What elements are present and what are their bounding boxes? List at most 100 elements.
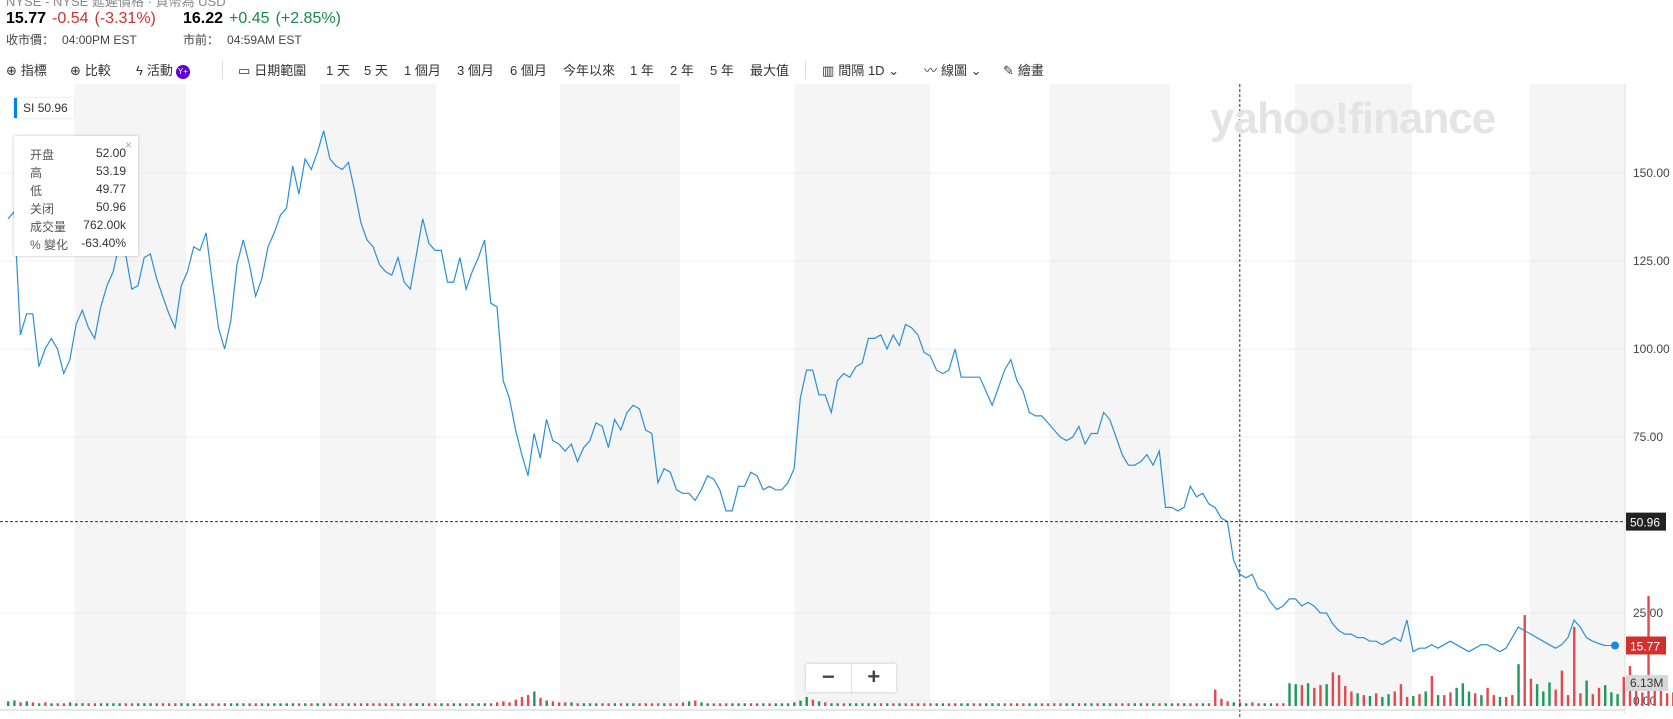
tooltip-value: 52.00: [95, 146, 126, 160]
range-6m[interactable]: 6 個月: [510, 63, 547, 78]
volume-bar: [1424, 691, 1427, 706]
volume-bar: [440, 703, 443, 706]
volume-bar: [842, 703, 846, 706]
symbol-tag[interactable]: SI 50.96: [14, 98, 74, 118]
volume-bar: [910, 703, 914, 706]
zoom-out-button[interactable]: −: [806, 664, 852, 692]
volume-bar: [1486, 687, 1489, 706]
volume-bar: [576, 703, 579, 706]
volume-bar: [1263, 703, 1266, 706]
volume-bar: [1604, 685, 1607, 706]
volume-bar: [1665, 693, 1669, 706]
volume-bar: [279, 703, 282, 706]
volume-bar: [1430, 676, 1434, 706]
volume-bar: [923, 703, 926, 706]
volume-bar: [663, 703, 666, 706]
volume-bar: [198, 703, 202, 706]
volume-bar: [582, 703, 586, 706]
volume-bar: [347, 703, 350, 706]
volume-bar: [1325, 684, 1328, 706]
volume-bar: [502, 701, 505, 706]
volume-bar: [1046, 703, 1050, 706]
range-max[interactable]: 最大值: [750, 63, 790, 78]
volume-bar: [725, 703, 728, 706]
volume-badge: [1626, 675, 1668, 691]
range-5y[interactable]: 5 年: [710, 63, 734, 78]
quote-title: NYSE - NYSE 延遲價格 · 貨幣為 USD: [6, 0, 226, 9]
range-1y[interactable]: 1 年: [630, 63, 654, 78]
volume-bar: [985, 703, 988, 706]
chart-type-button[interactable]: 〰線圖 ⌄: [924, 60, 982, 79]
tooltip-value: -63.40%: [81, 236, 126, 250]
volume-bar: [1591, 694, 1595, 706]
volume-bar: [242, 703, 245, 706]
volume-bar: [632, 703, 635, 706]
close-change: -0.54: [52, 10, 89, 27]
volume-bar: [1616, 694, 1619, 706]
tooltip-row-volume: 成交量 762.00k: [30, 218, 126, 236]
volume-bar: [136, 703, 140, 706]
events-button[interactable]: ϟ 活動 Y+: [136, 60, 190, 79]
volume-bar: [1009, 703, 1013, 706]
volume-bar: [415, 703, 418, 706]
volume-bar: [106, 703, 109, 706]
volume-bar: [1337, 675, 1341, 706]
crosshair-value: 50.96: [1630, 516, 1660, 530]
chart-type-label: 線圖: [941, 63, 968, 78]
range-1m[interactable]: 1 個月: [404, 63, 441, 78]
volume-bar: [316, 703, 319, 706]
volume-bar: [291, 703, 295, 706]
volume-bar: [236, 703, 239, 706]
volume-bar: [1015, 703, 1019, 706]
range-3m[interactable]: 3 個月: [457, 63, 494, 78]
indicators-button[interactable]: ⊕ 指標: [6, 60, 47, 79]
draw-button[interactable]: ✎ 繪畫: [1003, 60, 1044, 79]
volume-bar: [514, 699, 517, 706]
volume-bar: [972, 703, 976, 706]
volume-bar: [1498, 696, 1502, 706]
volume-bar: [588, 703, 592, 706]
close-icon[interactable]: ×: [124, 138, 132, 152]
volume-bar: [81, 703, 84, 706]
volume-bar: [1344, 686, 1347, 706]
volume-bar: [793, 702, 796, 706]
volume-bar: [427, 703, 431, 706]
compare-button[interactable]: ⊕ 比較: [70, 60, 111, 79]
interval-button[interactable]: ▥ 間隔 1D ⌄: [822, 60, 899, 79]
volume-bar: [384, 703, 387, 706]
volume-bar: [37, 703, 41, 706]
volume-bar: [403, 703, 406, 706]
premarket-time: 04:59AM EST: [227, 33, 302, 47]
volume-bar: [1597, 687, 1601, 706]
tooltip-value: 50.96: [95, 200, 126, 214]
volume-bar: [112, 703, 115, 706]
volume-bar: [266, 703, 270, 706]
background-band: [1530, 84, 1625, 704]
tooltip-row-high: 高 53.19: [30, 164, 126, 182]
volume-bar: [1176, 703, 1180, 706]
volume-bar: [780, 703, 784, 706]
volume-bar: [421, 703, 425, 706]
volume-bar: [731, 703, 734, 706]
range-2y[interactable]: 2 年: [670, 63, 694, 78]
symbol-value: 50.96: [37, 101, 68, 115]
range-1d[interactable]: 1 天: [326, 63, 350, 78]
price-line: [7, 130, 1606, 653]
volume-bar: [811, 699, 815, 706]
volume-bar: [192, 703, 196, 706]
volume-bar: [1065, 703, 1068, 706]
volume-bar: [19, 702, 22, 706]
zoom-in-button[interactable]: +: [867, 664, 881, 689]
volume-bar: [824, 702, 827, 706]
volume-bar: [390, 703, 394, 706]
date-range-button[interactable]: ▭ 日期範圍: [238, 60, 306, 79]
tooltip-value: 49.77: [95, 182, 126, 196]
range-5d[interactable]: 5 天: [364, 63, 388, 78]
price-chart[interactable]: 0.0025.0075.00100.00125.00150.0050.9615.…: [0, 84, 1673, 719]
volume-bar: [1622, 676, 1625, 706]
tooltip-row-low: 低 49.77: [30, 182, 126, 200]
range-ytd[interactable]: 今年以來: [563, 63, 616, 78]
plus-circle-icon: ⊕: [70, 63, 81, 78]
volume-bar: [898, 703, 901, 706]
volume-bar: [1158, 703, 1161, 706]
